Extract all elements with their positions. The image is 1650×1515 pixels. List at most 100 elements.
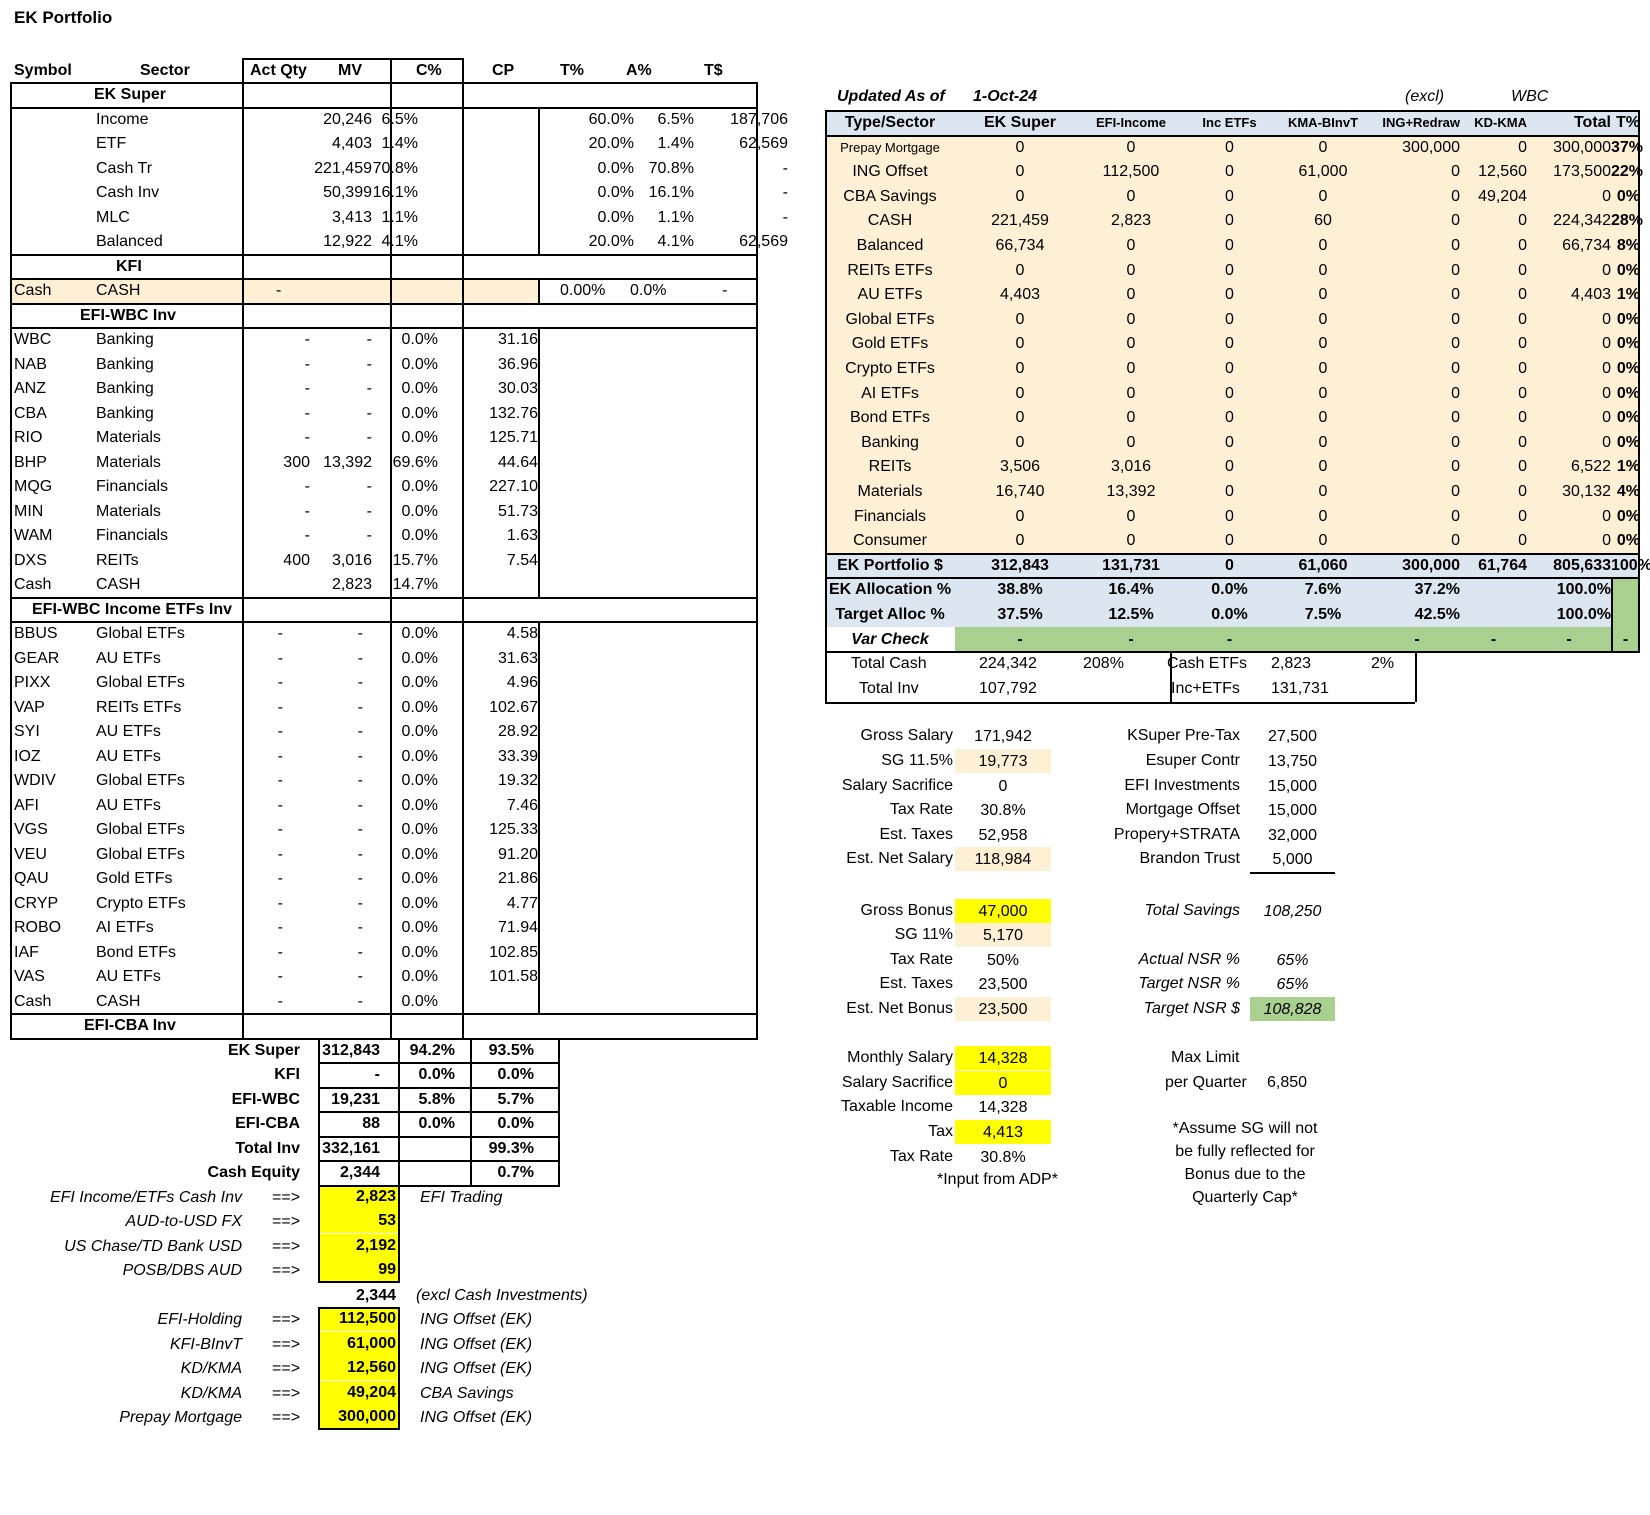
sector-cell: Banking xyxy=(96,331,154,348)
assume-note: Quarterly Cap* xyxy=(1192,1189,1298,1206)
grid-line xyxy=(825,134,1640,137)
grid-line xyxy=(318,1135,560,1138)
cell: 0 xyxy=(1451,384,1460,402)
table-row: ROBO AI ETFs - - 0.0% 71.94 xyxy=(10,915,798,941)
header-row: Type/Sector EK Super EFI-Income Inc ETFs KMA… xyxy=(825,110,1640,136)
sector-cell: CASH xyxy=(96,992,141,1010)
cell: 1% xyxy=(1616,286,1640,304)
qty-cell: - xyxy=(276,282,282,299)
grid-line xyxy=(318,1111,560,1113)
cell: 0 xyxy=(1602,335,1611,353)
cp-cell: 125.33 xyxy=(489,821,538,838)
table-row: BBUS Global ETFs - - 0.0% 4.58 xyxy=(10,621,798,647)
qty-cell: - xyxy=(277,870,283,887)
cell: 0 xyxy=(1518,384,1527,402)
mv-cell: - xyxy=(357,992,363,1010)
cell: Gold ETFs xyxy=(851,335,929,353)
sector-cell: Financials xyxy=(96,527,169,544)
cell: 0 xyxy=(1126,433,1136,451)
cell: 0 xyxy=(1518,409,1527,427)
cell: 42.5% xyxy=(1414,606,1460,623)
section-title: EFI-WBC Inv xyxy=(10,303,798,329)
cell: 0 xyxy=(1451,433,1460,451)
mv-cell: 2,823 xyxy=(331,576,372,593)
total-inv-label: Total Inv xyxy=(859,679,919,697)
cell: 16.4% xyxy=(1108,581,1154,599)
section-label: EFI-WBC Inv xyxy=(80,306,176,324)
cell: 0 xyxy=(1126,286,1136,304)
summary-pct: 5.8% xyxy=(418,1090,455,1108)
cell: 6,522 xyxy=(1570,458,1611,476)
cp-cell: 132.76 xyxy=(489,404,538,422)
assume-note: Bonus due to the xyxy=(1184,1166,1306,1183)
cpct-cell: 0.0% xyxy=(401,992,438,1010)
section-title: EK Super xyxy=(10,82,798,108)
symbol-cell: VGS xyxy=(14,821,48,838)
cell: 0 xyxy=(1225,507,1234,525)
cell: EK Portfolio $ xyxy=(837,556,943,574)
cash-total-note: (excl Cash Investments) xyxy=(416,1286,588,1304)
table-row: Gold ETFs 0 0 0 0 0 0 0 0% xyxy=(825,331,1640,358)
updated-row: Updated As of 1-Oct-24 (excl) WBC xyxy=(825,84,1640,110)
cell: 0 xyxy=(1318,286,1328,304)
cell: 0 xyxy=(1602,409,1611,427)
qty-cell: 300 xyxy=(283,453,310,471)
grid-line xyxy=(10,278,758,280)
savings-label: Mortgage Offset xyxy=(1125,801,1240,819)
summary-pct2: 93.5% xyxy=(488,1041,534,1059)
cash-label: AUD-to-USD FX xyxy=(125,1213,242,1230)
cell: 0 xyxy=(1126,237,1136,254)
savings-value: 32,000 xyxy=(1268,826,1317,844)
cell: 0 xyxy=(1225,532,1234,550)
monthly-label: Tax xyxy=(928,1123,953,1140)
summary-value: 19,231 xyxy=(331,1090,380,1108)
cp-cell: 28.92 xyxy=(497,723,538,740)
table-row: Cash CASH 2,823 14.7% xyxy=(10,572,798,598)
column-header: C% xyxy=(416,62,442,79)
table-row: ANZ Banking - - 0.0% 30.03 xyxy=(10,376,798,402)
cell: 312,843 xyxy=(991,556,1049,574)
salary-label: SG 11.5% xyxy=(881,752,953,769)
symbol-cell: VEU xyxy=(14,845,47,863)
grid-line xyxy=(538,327,540,597)
cpct-cell: 0.0% xyxy=(401,796,438,814)
table-row: WAM Financials - - 0.0% 1.63 xyxy=(10,523,798,549)
cell: 0 xyxy=(1225,310,1234,328)
mv-cell: - xyxy=(366,478,372,495)
totals-row: Total Cash 224,342 208% Cash ETFs 2,823 2% xyxy=(825,651,1640,677)
cell: 0 xyxy=(1225,286,1234,304)
cell: 0 xyxy=(1225,556,1234,574)
cell: - xyxy=(1017,630,1023,648)
cell: 173,500 xyxy=(1553,163,1611,181)
table-row: Crypto ETFs 0 0 0 0 0 0 0 0% xyxy=(825,356,1640,382)
qty-cell: - xyxy=(277,747,283,765)
nsr-value: 65% xyxy=(1276,976,1309,994)
monthly-value: 30.8% xyxy=(980,1148,1026,1166)
cell: 37.5% xyxy=(997,606,1043,623)
cp-cell: 125.71 xyxy=(489,429,538,446)
nsr-label: Target NSR % xyxy=(1138,975,1240,993)
cell: 0 xyxy=(1015,409,1025,427)
cell: 0 xyxy=(1451,187,1460,205)
symbol-cell: IAF xyxy=(14,943,39,961)
summary-row: EFI-WBC 19,231 5.8% 5.7% xyxy=(0,1087,560,1112)
cell: KMA-BInvT xyxy=(1287,115,1359,130)
table-row: MLC 3,413 1.1% 0.0% 1.1% - xyxy=(10,205,798,231)
grid-line xyxy=(538,106,540,254)
cell: Banking xyxy=(861,433,919,451)
symbol-cell: MIN xyxy=(14,502,44,520)
offset-note: ING Offset (EK) xyxy=(420,1409,533,1426)
cp-cell: 227.10 xyxy=(489,478,538,495)
table-row: Materials 16,740 13,392 0 0 0 0 30,132 4% xyxy=(825,479,1640,505)
symbol-cell: DXS xyxy=(14,551,47,569)
savings-label: KSuper Pre-Tax xyxy=(1127,727,1240,745)
column-header: T$ xyxy=(704,62,723,79)
sector-cell: MLC xyxy=(96,208,130,226)
salary-value: 30.8% xyxy=(980,802,1026,820)
grid-line xyxy=(825,577,1640,580)
cell: 0 xyxy=(1126,360,1136,377)
cell: 300,000 xyxy=(1553,138,1611,156)
cell: Global ETFs xyxy=(845,310,935,328)
sector-cell: Banking xyxy=(96,355,154,373)
offset-note: ING Offset (EK) xyxy=(420,1360,533,1377)
